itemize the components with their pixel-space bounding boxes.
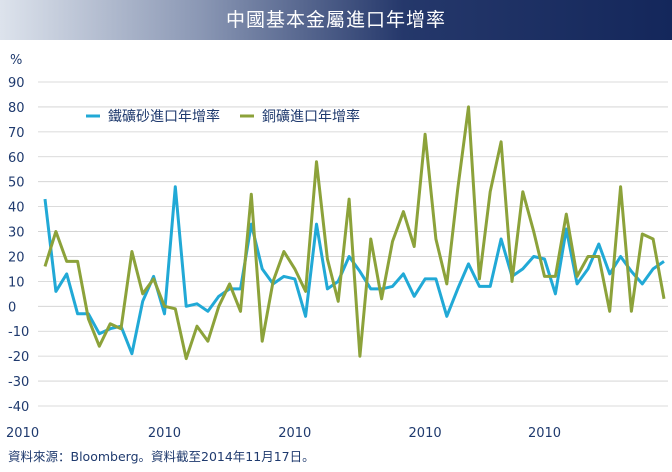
legend: 鐵礦砂進口年增率 銅礦進口年增率 (86, 108, 360, 125)
title-bar (0, 0, 672, 40)
y-tick-label: -20 (8, 350, 29, 365)
source-note: 資料來源：Bloomberg。資料截至2014年11月17日。 (8, 449, 315, 464)
legend-label-copper: 銅礦進口年增率 (262, 108, 360, 125)
x-tick-label: 2010 (6, 426, 39, 441)
y-tick-label: 10 (8, 275, 25, 290)
chart-title: 中國基本金屬進口年增率 (225, 9, 446, 31)
y-tick-label: 0 (8, 300, 16, 315)
series-line-copper (43, 105, 666, 361)
grid-lines (38, 81, 668, 407)
y-unit-label: % (10, 53, 22, 68)
y-tick-label: 50 (8, 176, 25, 191)
y-tick-label: 20 (8, 250, 25, 265)
y-tick-label: -30 (8, 375, 29, 390)
x-tick-label: 2010 (148, 426, 181, 441)
x-tick-label: 2010 (528, 426, 561, 441)
x-tick-label: 2010 (409, 426, 442, 441)
y-tick-label: 30 (8, 226, 25, 241)
x-axis-ticks: 2010 2010 2010 2010 2010 (6, 426, 561, 441)
y-tick-label: -10 (8, 325, 29, 340)
y-tick-label: 40 (8, 201, 25, 216)
legend-label-iron: 鐵礦砂進口年增率 (108, 108, 220, 125)
y-axis-ticks: -40 -30 -20 -10 0 10 20 30 40 50 60 70 80 90 (8, 76, 29, 415)
y-tick-label: 90 (8, 76, 25, 91)
x-tick-label: 2010 (278, 426, 311, 441)
y-tick-label: 80 (8, 101, 25, 116)
y-tick-label: 60 (8, 151, 25, 166)
y-tick-label: 70 (8, 126, 25, 141)
series-lines (43, 105, 666, 361)
y-tick-label: -40 (8, 400, 29, 415)
